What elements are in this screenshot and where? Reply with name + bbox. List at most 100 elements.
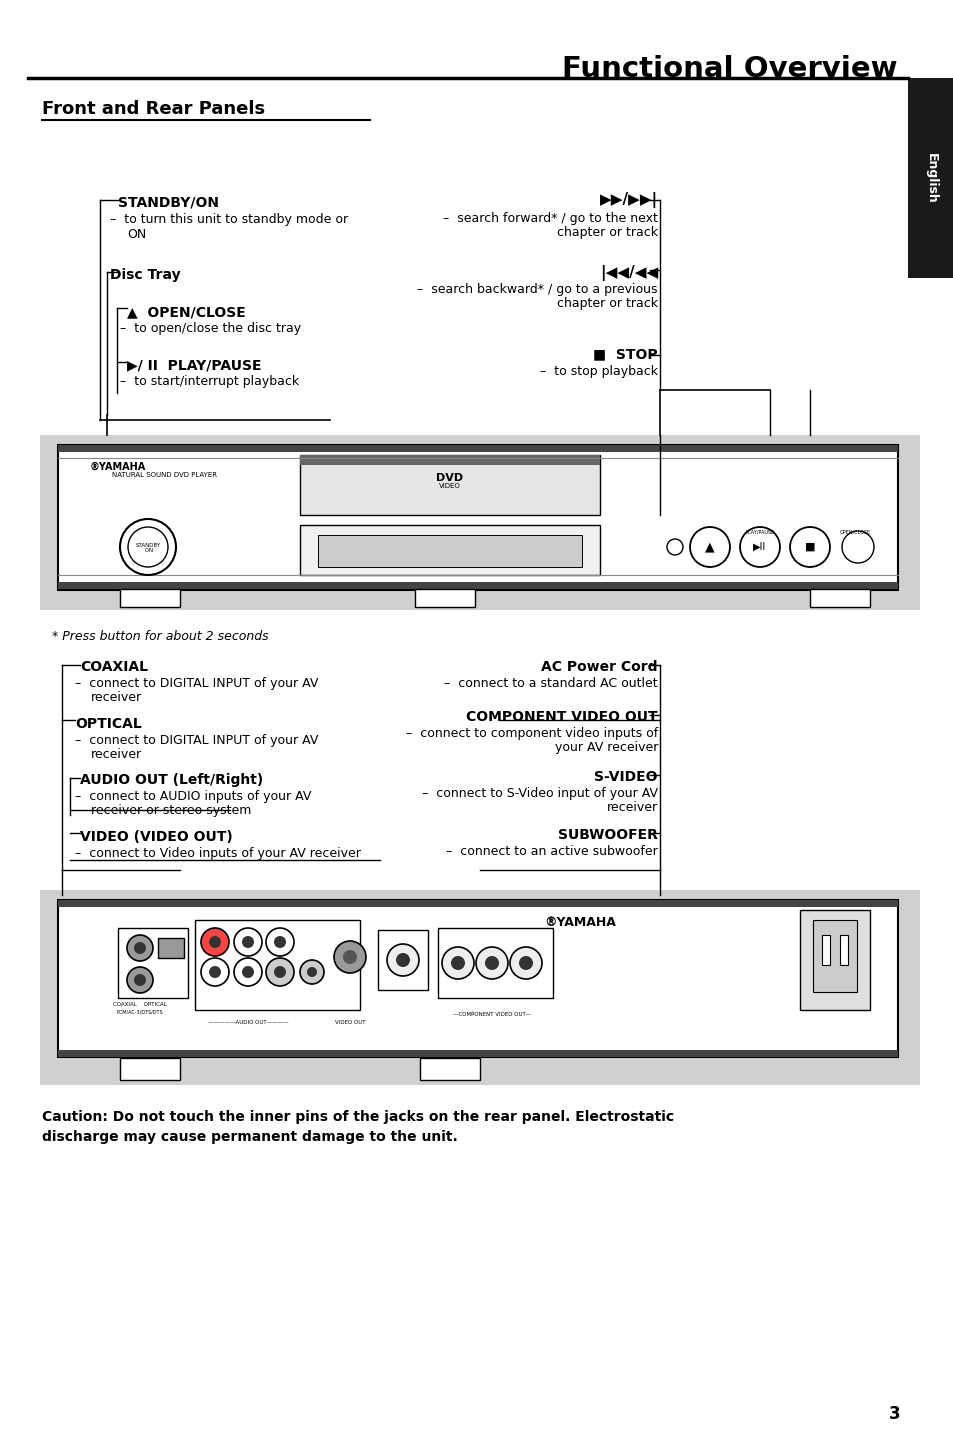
Bar <box>415 589 475 606</box>
Text: COAXIAL    OPTICAL: COAXIAL OPTICAL <box>113 1002 167 1007</box>
Text: –  to turn this unit to standby mode or: – to turn this unit to standby mode or <box>110 213 348 226</box>
Text: ®YAMAHA: ®YAMAHA <box>90 462 146 472</box>
Text: –  connect to an active subwoofer: – connect to an active subwoofer <box>446 845 658 858</box>
Text: —————AUDIO OUT————: —————AUDIO OUT———— <box>208 1020 288 1025</box>
Text: * Press button for about 2 seconds: * Press button for about 2 seconds <box>52 631 269 644</box>
Circle shape <box>484 957 498 970</box>
Text: ▶/ II  PLAY/PAUSE: ▶/ II PLAY/PAUSE <box>127 358 261 372</box>
Text: –  connect to AUDIO inputs of your AV: – connect to AUDIO inputs of your AV <box>75 789 311 804</box>
Text: SUBWOOFER: SUBWOOFER <box>558 828 658 842</box>
Bar <box>809 589 869 606</box>
Text: DVD: DVD <box>436 473 463 483</box>
Circle shape <box>307 967 316 977</box>
Bar <box>58 582 897 589</box>
Text: your AV receiver: your AV receiver <box>554 741 658 754</box>
Circle shape <box>266 928 294 957</box>
Text: Caution: Do not touch the inner pins of the jacks on the rear panel. Electrostat: Caution: Do not touch the inner pins of … <box>42 1110 674 1144</box>
Bar <box>58 445 897 591</box>
Text: ®YAMAHA: ®YAMAHA <box>543 917 616 930</box>
Text: –  connect to component video inputs of: – connect to component video inputs of <box>405 726 658 739</box>
Text: NATURAL SOUND DVD PLAYER: NATURAL SOUND DVD PLAYER <box>112 472 216 478</box>
Bar <box>812 919 856 992</box>
Text: –  connect to Video inputs of your AV receiver: – connect to Video inputs of your AV rec… <box>75 847 360 859</box>
Circle shape <box>127 967 152 992</box>
Text: 3: 3 <box>888 1406 900 1423</box>
Text: VIDEO OUT: VIDEO OUT <box>335 1020 365 1025</box>
Circle shape <box>476 947 507 980</box>
Circle shape <box>233 928 262 957</box>
Text: COMPONENT VIDEO OUT: COMPONENT VIDEO OUT <box>466 711 658 724</box>
Text: –  connect to DIGITAL INPUT of your AV: – connect to DIGITAL INPUT of your AV <box>75 734 318 746</box>
Bar <box>377 930 428 990</box>
Bar <box>840 935 847 965</box>
Text: COAXIAL: COAXIAL <box>80 661 148 674</box>
Circle shape <box>242 967 253 978</box>
Bar <box>299 455 599 465</box>
Text: ▲: ▲ <box>704 541 714 553</box>
Text: VIDEO: VIDEO <box>438 483 460 489</box>
Text: ▶▶/▶▶|: ▶▶/▶▶| <box>599 192 658 207</box>
Text: chapter or track: chapter or track <box>557 297 658 310</box>
Text: Functional Overview: Functional Overview <box>561 54 897 83</box>
Bar <box>40 435 919 611</box>
Text: ■: ■ <box>804 542 815 552</box>
Circle shape <box>441 947 474 980</box>
Bar <box>194 919 359 1010</box>
Text: VIDEO (VIDEO OUT): VIDEO (VIDEO OUT) <box>80 829 233 844</box>
Text: STANDBY
 ON: STANDBY ON <box>135 542 160 553</box>
Text: –  to start/interrupt playback: – to start/interrupt playback <box>120 375 299 388</box>
Circle shape <box>343 950 356 964</box>
Text: PCM/AC-3/DTS/DTS: PCM/AC-3/DTS/DTS <box>116 1010 163 1014</box>
Text: Disc Tray: Disc Tray <box>110 267 180 282</box>
Circle shape <box>299 960 324 984</box>
Text: receiver: receiver <box>91 691 142 704</box>
Bar <box>58 445 897 452</box>
Bar <box>299 455 599 515</box>
Circle shape <box>209 967 221 978</box>
Bar <box>299 525 599 575</box>
Text: AUDIO OUT (Left/Right): AUDIO OUT (Left/Right) <box>80 774 263 786</box>
Bar <box>907 79 953 277</box>
Bar <box>317 535 581 568</box>
Circle shape <box>266 958 294 987</box>
Circle shape <box>201 958 229 987</box>
Text: receiver or stereo system: receiver or stereo system <box>91 804 251 817</box>
Text: –  to open/close the disc tray: – to open/close the disc tray <box>120 322 301 335</box>
Text: AC Power Cord: AC Power Cord <box>541 661 658 674</box>
Text: –  connect to a standard AC outlet: – connect to a standard AC outlet <box>444 676 658 691</box>
Circle shape <box>127 935 152 961</box>
Circle shape <box>334 941 366 972</box>
Circle shape <box>451 957 464 970</box>
Text: chapter or track: chapter or track <box>557 226 658 239</box>
Circle shape <box>233 958 262 987</box>
Text: receiver: receiver <box>606 801 658 814</box>
Text: S-VIDEO: S-VIDEO <box>594 769 658 784</box>
Circle shape <box>387 944 418 977</box>
Text: PLAY/PAUSE: PLAY/PAUSE <box>744 531 774 535</box>
Text: –  search forward* / go to the next: – search forward* / go to the next <box>442 212 658 225</box>
Text: –  connect to DIGITAL INPUT of your AV: – connect to DIGITAL INPUT of your AV <box>75 676 318 691</box>
Text: OPTICAL: OPTICAL <box>75 716 142 731</box>
Text: ON: ON <box>127 227 146 242</box>
Text: –  to stop playback: – to stop playback <box>539 365 658 378</box>
Text: ■  STOP: ■ STOP <box>593 347 658 360</box>
Text: |◀◀/◀◀: |◀◀/◀◀ <box>599 265 658 282</box>
Bar <box>800 909 869 1010</box>
Text: STANDBY/ON: STANDBY/ON <box>118 194 219 209</box>
Bar <box>158 938 184 958</box>
Text: ▶II: ▶II <box>753 542 766 552</box>
Bar <box>419 1058 479 1080</box>
Bar <box>118 928 188 998</box>
Bar <box>58 899 897 907</box>
Circle shape <box>274 937 286 948</box>
Bar <box>58 899 897 1057</box>
Bar <box>437 928 553 998</box>
Text: –  search backward* / go to a previous: – search backward* / go to a previous <box>417 283 658 296</box>
Circle shape <box>274 967 286 978</box>
Bar <box>120 589 180 606</box>
Bar <box>821 935 829 965</box>
Text: Front and Rear Panels: Front and Rear Panels <box>42 100 265 119</box>
Text: ▲  OPEN/CLOSE: ▲ OPEN/CLOSE <box>127 305 246 319</box>
Text: OPEN/CLOSE: OPEN/CLOSE <box>839 531 870 535</box>
Circle shape <box>518 957 533 970</box>
